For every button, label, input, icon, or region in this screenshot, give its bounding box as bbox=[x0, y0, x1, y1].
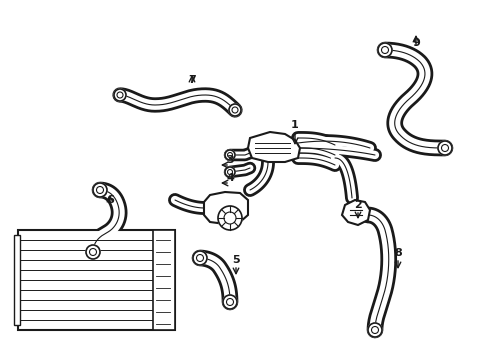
Circle shape bbox=[218, 206, 242, 230]
Polygon shape bbox=[341, 200, 369, 225]
Text: 6: 6 bbox=[106, 195, 114, 205]
Circle shape bbox=[86, 245, 100, 259]
Text: 2: 2 bbox=[353, 200, 361, 210]
Circle shape bbox=[93, 183, 107, 197]
Circle shape bbox=[193, 251, 206, 265]
Circle shape bbox=[437, 141, 451, 155]
Circle shape bbox=[224, 167, 235, 177]
Circle shape bbox=[223, 295, 237, 309]
Bar bbox=[18, 230, 175, 330]
Circle shape bbox=[114, 89, 126, 101]
Bar bbox=[153, 230, 175, 330]
Text: 8: 8 bbox=[393, 248, 401, 258]
Text: 4: 4 bbox=[225, 173, 233, 183]
Text: 1: 1 bbox=[290, 120, 298, 130]
Circle shape bbox=[228, 104, 241, 116]
Circle shape bbox=[224, 150, 235, 160]
Circle shape bbox=[367, 323, 381, 337]
Circle shape bbox=[377, 43, 391, 57]
Polygon shape bbox=[203, 192, 247, 224]
Text: 7: 7 bbox=[188, 75, 196, 85]
Text: 9: 9 bbox=[411, 38, 419, 48]
Text: 5: 5 bbox=[232, 255, 239, 265]
Text: 3: 3 bbox=[226, 155, 233, 165]
Bar bbox=[14, 235, 20, 325]
Polygon shape bbox=[247, 132, 299, 162]
